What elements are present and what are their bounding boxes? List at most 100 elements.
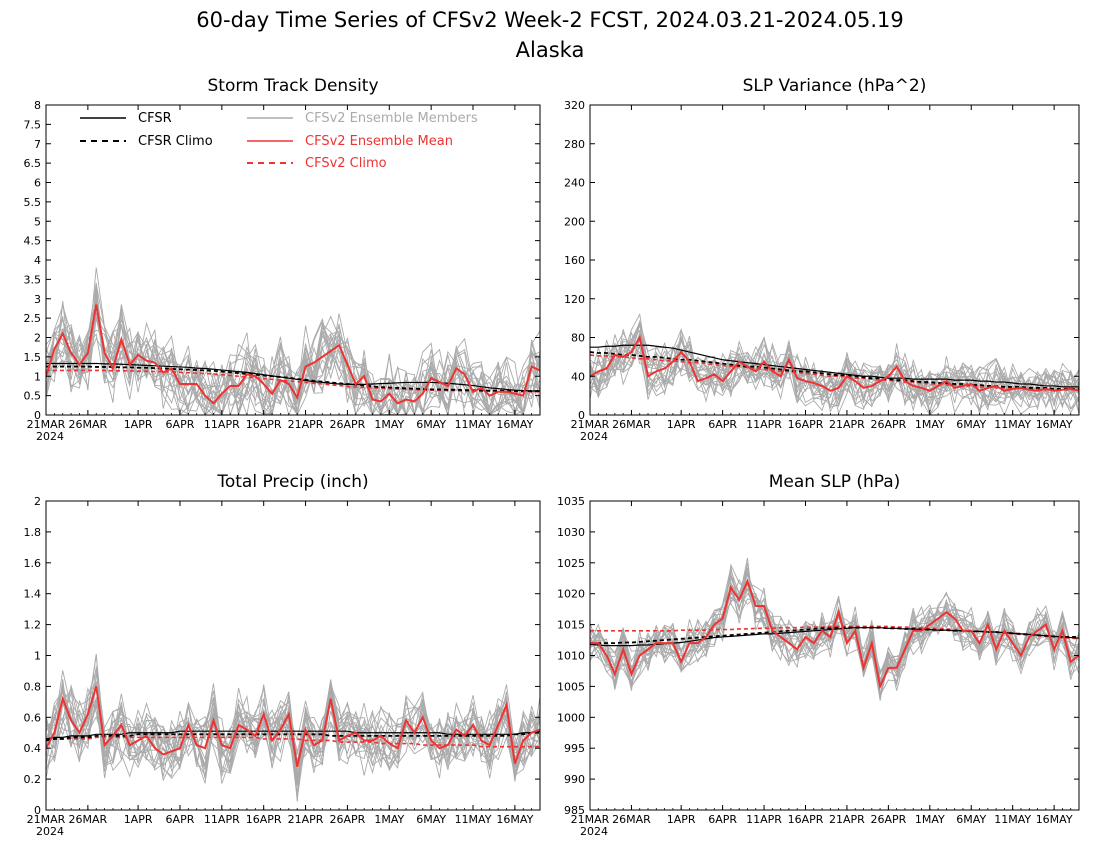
- x-tick-label: 16APR: [788, 418, 824, 431]
- x-tick-label: 26MAR: [612, 418, 651, 431]
- x-tick-label: 26APR: [330, 418, 366, 431]
- x-tick-label: 21MAR: [571, 418, 610, 431]
- x-tick-label: 6APR: [708, 813, 737, 826]
- series-line-cfsv2-ensemble-mean: [46, 304, 540, 405]
- y-tick-label: 2: [34, 332, 41, 345]
- y-tick-label: 1020: [557, 588, 585, 601]
- x-tick-label: 6MAY: [416, 418, 446, 431]
- y-tick-label: 1030: [557, 526, 585, 539]
- series-line-cfsv2-climo: [46, 369, 540, 393]
- ensemble-member-line: [590, 582, 1079, 690]
- x-tick-year-label: 2024: [36, 430, 64, 443]
- legend-item-cfsv2-climo: CFSv2 Climo: [247, 156, 387, 171]
- x-tick-label: 21MAR: [27, 418, 66, 431]
- legend-item-cfsv2-ensemble-members: CFSv2 Ensemble Members: [247, 111, 478, 126]
- y-tick-label: 5.5: [24, 196, 42, 209]
- y-tick-label: 1005: [557, 680, 585, 693]
- y-tick-label: 7.5: [24, 118, 42, 131]
- x-tick-label: 26MAR: [69, 418, 108, 431]
- x-tick-label: 16MAY: [1036, 418, 1073, 431]
- x-tick-label: 1MAY: [374, 418, 404, 431]
- ensemble-member-line: [590, 587, 1079, 687]
- plot-area: [46, 653, 540, 802]
- y-tick-label: 5: [34, 215, 41, 228]
- x-tick-year-label: 2024: [580, 430, 608, 443]
- x-tick-label: 11APR: [204, 813, 240, 826]
- figure-title: 60-day Time Series of CFSv2 Week-2 FCST,…: [196, 8, 903, 32]
- y-tick-label: 990: [564, 773, 585, 786]
- series-line-cfsv2-ensemble-mean: [46, 686, 540, 767]
- chart-panel-2: SLP Variance (hPa^2) 0 40 80 120 160 200 240 280…: [564, 76, 1080, 443]
- y-tick-label: 1010: [557, 650, 585, 663]
- y-tick-label: 0: [34, 804, 41, 817]
- x-tick-label: 16APR: [246, 418, 282, 431]
- y-tick-label: 120: [564, 293, 585, 306]
- ensemble-member-line: [590, 336, 1079, 408]
- x-tick-label: 21APR: [829, 418, 865, 431]
- y-tick-label: 80: [571, 332, 585, 345]
- x-tick-label: 6MAY: [416, 813, 446, 826]
- ensemble-member-line: [46, 680, 540, 778]
- y-tick-label: 7: [34, 138, 41, 151]
- x-tick-label: 26MAR: [69, 813, 108, 826]
- chart-panel-3: Total Precip (inch) 0 0.2 0.4 0.6 0.8 1 1.2 1.4 1…: [24, 472, 541, 838]
- ensemble-member-line: [46, 304, 540, 415]
- y-tick-label: 1: [34, 370, 41, 383]
- plot-area: [590, 312, 1079, 415]
- y-tick-label: 160: [564, 254, 585, 267]
- legend-item-cfsv2-ensemble-mean: CFSv2 Ensemble Mean: [247, 134, 453, 149]
- y-tick-label: 1035: [557, 495, 585, 508]
- x-tick-label: 1APR: [124, 813, 153, 826]
- x-tick-label: 11MAY: [455, 418, 492, 431]
- y-tick-label: 995: [564, 742, 585, 755]
- chart-panel-4: Mean SLP (hPa) 985 990 995 1000 1005 1010 1015 1…: [557, 472, 1080, 838]
- y-tick-label: 0.8: [24, 680, 42, 693]
- x-tick-label: 1MAY: [915, 418, 945, 431]
- y-tick-label: 4: [34, 254, 41, 267]
- y-tick-label: 0: [34, 409, 41, 422]
- ensemble-member-line: [590, 329, 1079, 408]
- x-tick-label: 21APR: [288, 418, 324, 431]
- x-tick-label: 16MAY: [1036, 813, 1073, 826]
- ensemble-member-line: [590, 557, 1079, 696]
- x-tick-label: 6APR: [708, 418, 737, 431]
- legend-label: CFSR Climo: [138, 134, 213, 149]
- x-tick-year-label: 2024: [580, 825, 608, 838]
- x-tick-label: 6APR: [166, 813, 195, 826]
- x-tick-year-label: 2024: [36, 825, 64, 838]
- legend-item-cfsr-climo: CFSR Climo: [80, 134, 213, 149]
- y-tick-label: 1000: [557, 711, 585, 724]
- y-tick-label: 1.6: [24, 557, 42, 570]
- x-tick-label: 11MAY: [994, 418, 1031, 431]
- x-tick-label: 26APR: [870, 418, 906, 431]
- x-tick-label: 26APR: [330, 813, 366, 826]
- y-tick-label: 1015: [557, 619, 585, 632]
- y-tick-label: 320: [564, 99, 585, 112]
- y-tick-label: 1.5: [24, 351, 42, 364]
- ensemble-member-line: [590, 337, 1079, 415]
- panel-title: Storm Track Density: [207, 76, 378, 96]
- x-tick-label: 16APR: [246, 813, 282, 826]
- y-tick-label: 1.4: [24, 588, 42, 601]
- x-tick-label: 1APR: [667, 418, 696, 431]
- x-tick-label: 21MAR: [571, 813, 610, 826]
- legend: CFSR CFSR Climo CFSv2 Ensemble Members CFSv…: [80, 111, 478, 171]
- plot-area: [590, 557, 1079, 701]
- ensemble-member-line: [46, 267, 540, 415]
- y-tick-label: 0.6: [24, 711, 42, 724]
- x-tick-label: 1MAY: [374, 813, 404, 826]
- x-tick-label: 11MAY: [455, 813, 492, 826]
- panel-title: Mean SLP (hPa): [769, 472, 901, 492]
- legend-item-cfsr: CFSR: [80, 111, 172, 126]
- y-tick-label: 6.5: [24, 157, 42, 170]
- legend-label: CFSv2 Ensemble Members: [305, 111, 478, 126]
- y-tick-label: 1025: [557, 557, 585, 570]
- y-tick-label: 985: [564, 804, 585, 817]
- ensemble-member-line: [46, 299, 540, 415]
- x-tick-label: 21APR: [829, 813, 865, 826]
- x-tick-label: 6MAY: [956, 813, 986, 826]
- x-tick-label: 1APR: [124, 418, 153, 431]
- series-line-cfsr: [590, 344, 1079, 388]
